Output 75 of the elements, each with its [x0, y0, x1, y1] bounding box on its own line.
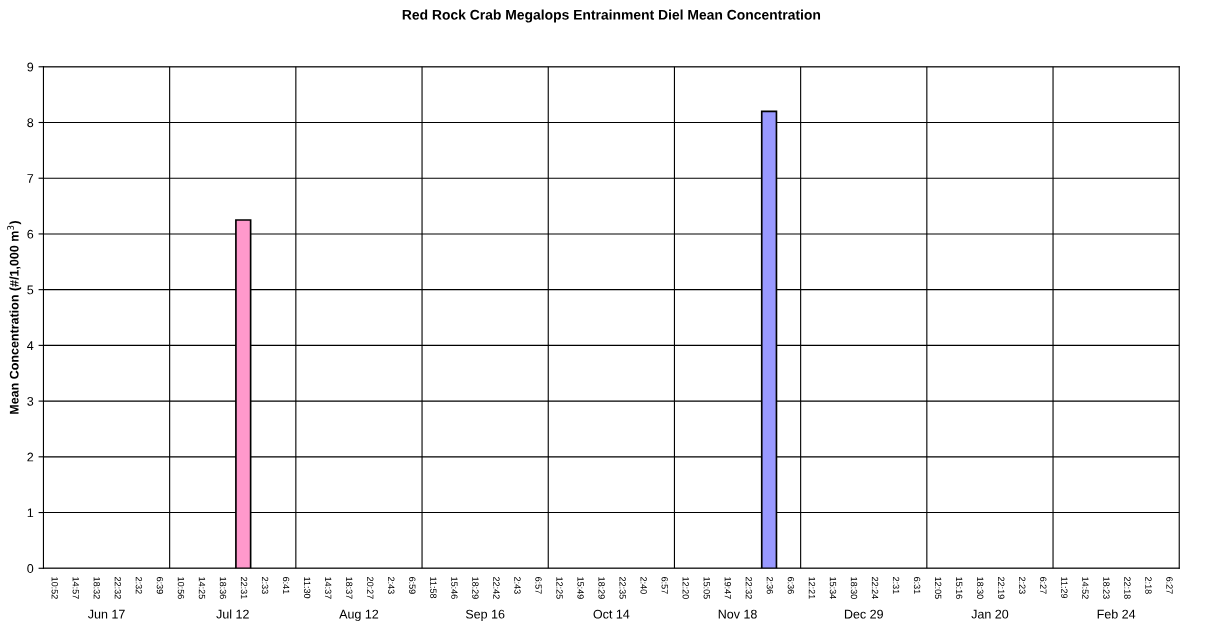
text: Nov 18	[718, 609, 757, 619]
x-tick-label: 6:31	[913, 577, 921, 594]
x-tick-label: 15:46	[451, 577, 458, 599]
x-tick-label: 22:42	[493, 577, 500, 599]
text: Oct 14	[593, 609, 630, 619]
x-tick-label: 11:30	[303, 577, 311, 599]
y-tick-label: 4	[27, 341, 34, 350]
text: Jan 20	[971, 609, 1009, 619]
x-tick-label: 22:32	[114, 577, 122, 599]
y-tick-label: 3	[27, 396, 34, 406]
y-tick-label: 0	[27, 564, 34, 573]
x-tick-label: 18:32	[93, 577, 100, 599]
x-tick-label: 22:19	[998, 577, 1005, 599]
y-tick-label: 1	[27, 508, 34, 518]
x-tick-label: 6:57	[535, 577, 542, 594]
x-tick-label: 6:59	[409, 577, 416, 594]
x-tick-label: 18:29	[598, 577, 605, 599]
x-tick-label: 12:25	[556, 577, 563, 599]
x-tick-label: 2:18	[1145, 577, 1152, 594]
x-tick-label: 18:37	[346, 577, 353, 599]
x-tick-label: 14:52	[1082, 577, 1089, 599]
x-tick-label: 18:30	[850, 577, 858, 599]
x-tick-label: 6:41	[282, 577, 290, 594]
x-tick-label: 15:34	[829, 577, 837, 599]
x-tick-label: 18:23	[1103, 577, 1110, 599]
x-tick-label: 22:24	[871, 577, 879, 599]
x-tick-label: 12:05	[934, 577, 942, 599]
x-tick-label: 20:27	[367, 577, 374, 599]
x-tick-label: 2:43	[388, 577, 395, 594]
x-tick-label: 15:05	[703, 577, 710, 599]
y-tick-label: 6	[27, 229, 34, 239]
x-tick-label: 12:20	[682, 577, 689, 599]
y-axis-title: Mean Concentration (#/1,000 m$^{3}$)	[7, 221, 22, 414]
text: Jun 17	[87, 609, 125, 619]
x-tick-label: 6:57	[661, 577, 668, 594]
x-tick-label: 15:49	[577, 577, 584, 599]
x-tick-label: 18:29	[472, 577, 479, 599]
x-tick-label: 22:32	[745, 577, 753, 599]
x-tick-label: 6:27	[1040, 577, 1047, 594]
x-tick-label: 6:36	[787, 577, 795, 594]
x-tick-label: 22:31	[240, 577, 248, 599]
x-tick-label: 22:18	[1124, 577, 1131, 599]
x-tick-label: 2:31	[892, 577, 900, 594]
text: Sep 16	[465, 609, 505, 622]
x-tick-label: 2:32	[135, 577, 143, 594]
x-tick-label: 10:56	[177, 577, 185, 599]
y-tick-label: 8	[27, 118, 34, 128]
x-tick-label: 2:36	[766, 577, 774, 594]
text: Aug 12	[339, 609, 379, 622]
x-tick-label: 2:33	[261, 577, 269, 594]
x-tick-label: 18:36	[219, 577, 227, 599]
y-tick-label: 2	[27, 452, 34, 462]
x-tick-label: 2:43	[514, 577, 521, 594]
y-tick-label: 5	[27, 285, 34, 295]
text: Jul 12	[216, 609, 249, 619]
x-tick-label: 14:37	[324, 577, 332, 599]
x-tick-label: 14:57	[72, 577, 79, 599]
x-tick-label: 15:16	[955, 577, 963, 599]
x-tick-label: 6:39	[156, 577, 164, 594]
x-tick-label: 11:58	[430, 577, 437, 599]
text: Feb 24	[1097, 609, 1136, 619]
x-tick-label: 2:40	[640, 577, 647, 594]
x-tick-label: 12:21	[808, 577, 816, 599]
x-tick-label: 6:27	[1166, 577, 1173, 594]
x-tick-label: 19:47	[724, 577, 731, 599]
x-tick-label: 2:23	[1019, 577, 1026, 594]
y-tick-label: 9	[27, 62, 34, 72]
x-tick-label: 10:52	[51, 577, 58, 599]
x-tick-label: 14:25	[198, 577, 206, 599]
y-tick-label: 7	[27, 174, 34, 183]
chart-title: Red Rock Crab Megalops Entrainment Diel Mean Concentration	[402, 9, 821, 23]
x-tick-label: 18:30	[977, 577, 984, 599]
text: Dec 29	[844, 609, 883, 619]
x-tick-label: 11:29	[1061, 577, 1068, 599]
x-tick-label: 22:35	[619, 577, 626, 599]
